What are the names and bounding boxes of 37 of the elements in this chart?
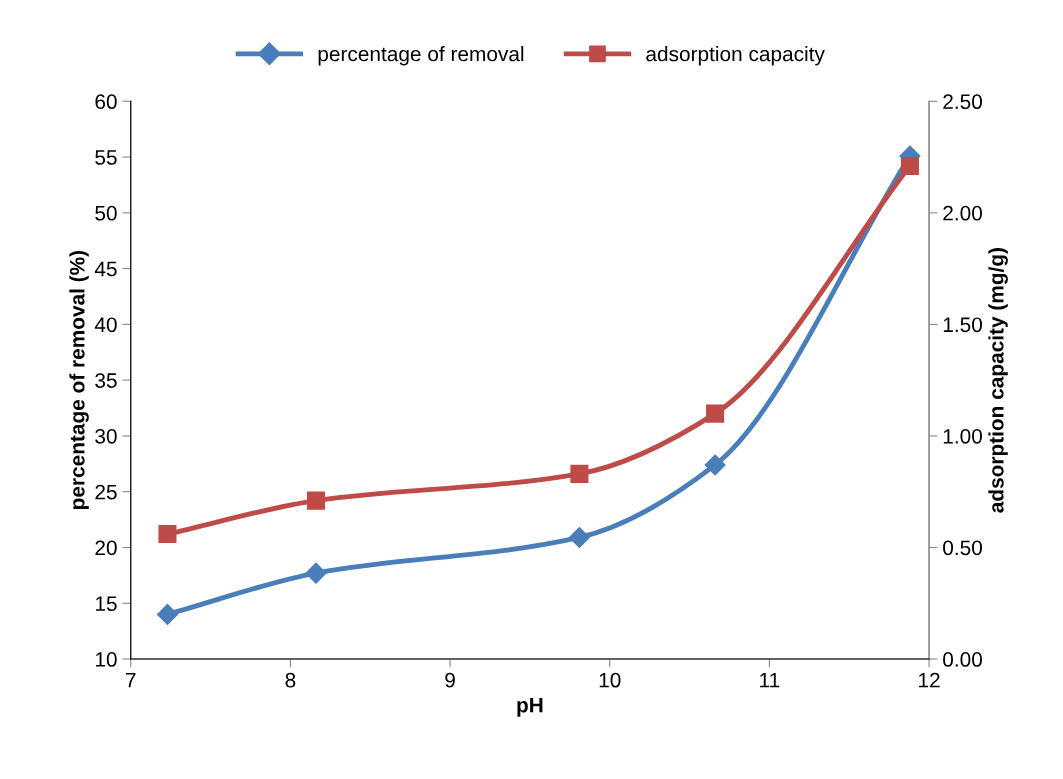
y-tick-label: 30 <box>95 428 117 444</box>
x-tick-label: 11 <box>760 672 780 688</box>
y-axis-title: percentage of removal (%) <box>69 250 89 510</box>
legend-label: percentage of removal <box>318 46 524 66</box>
y2-tick-label: 0.50 <box>943 540 982 556</box>
y2-tick-label: 2.50 <box>943 94 982 110</box>
point <box>704 454 726 476</box>
y-tick-label: 60 <box>95 94 117 110</box>
point <box>156 603 178 625</box>
x-tick-label: 12 <box>919 672 940 688</box>
point <box>900 156 919 175</box>
y2-tick-label: 2.00 <box>943 205 982 221</box>
y-tick-label: 20 <box>95 540 117 556</box>
y2-tick-label: 1.00 <box>943 428 982 444</box>
y-tick-label: 45 <box>94 261 117 277</box>
x-tick-label: 7 <box>126 672 136 688</box>
y-tick-label: 25 <box>95 484 117 500</box>
y2-tick-label: 0.00 <box>943 652 982 667</box>
x-tick-label: 9 <box>445 672 455 688</box>
point <box>706 404 725 423</box>
y2-axis-title: adsorption capacity (mg/g) <box>988 248 1008 513</box>
y2-tick-label: 1.50 <box>943 317 982 333</box>
point <box>305 562 327 584</box>
legend-label: adsorption capacity <box>646 46 825 66</box>
y-tick-label: 40 <box>94 317 117 333</box>
y-tick-label: 55 <box>95 150 117 165</box>
x-axis-title: pH <box>517 697 543 717</box>
y-tick-label: 15 <box>95 596 117 612</box>
point <box>568 526 590 548</box>
point <box>570 464 589 483</box>
y-tick-label: 10 <box>95 652 117 667</box>
y-tick-label: 50 <box>95 205 117 221</box>
point <box>306 491 325 510</box>
x-tick-label: 8 <box>285 672 296 688</box>
point <box>158 525 177 544</box>
x-tick-label: 10 <box>599 672 621 688</box>
y-tick-label: 35 <box>95 373 117 388</box>
